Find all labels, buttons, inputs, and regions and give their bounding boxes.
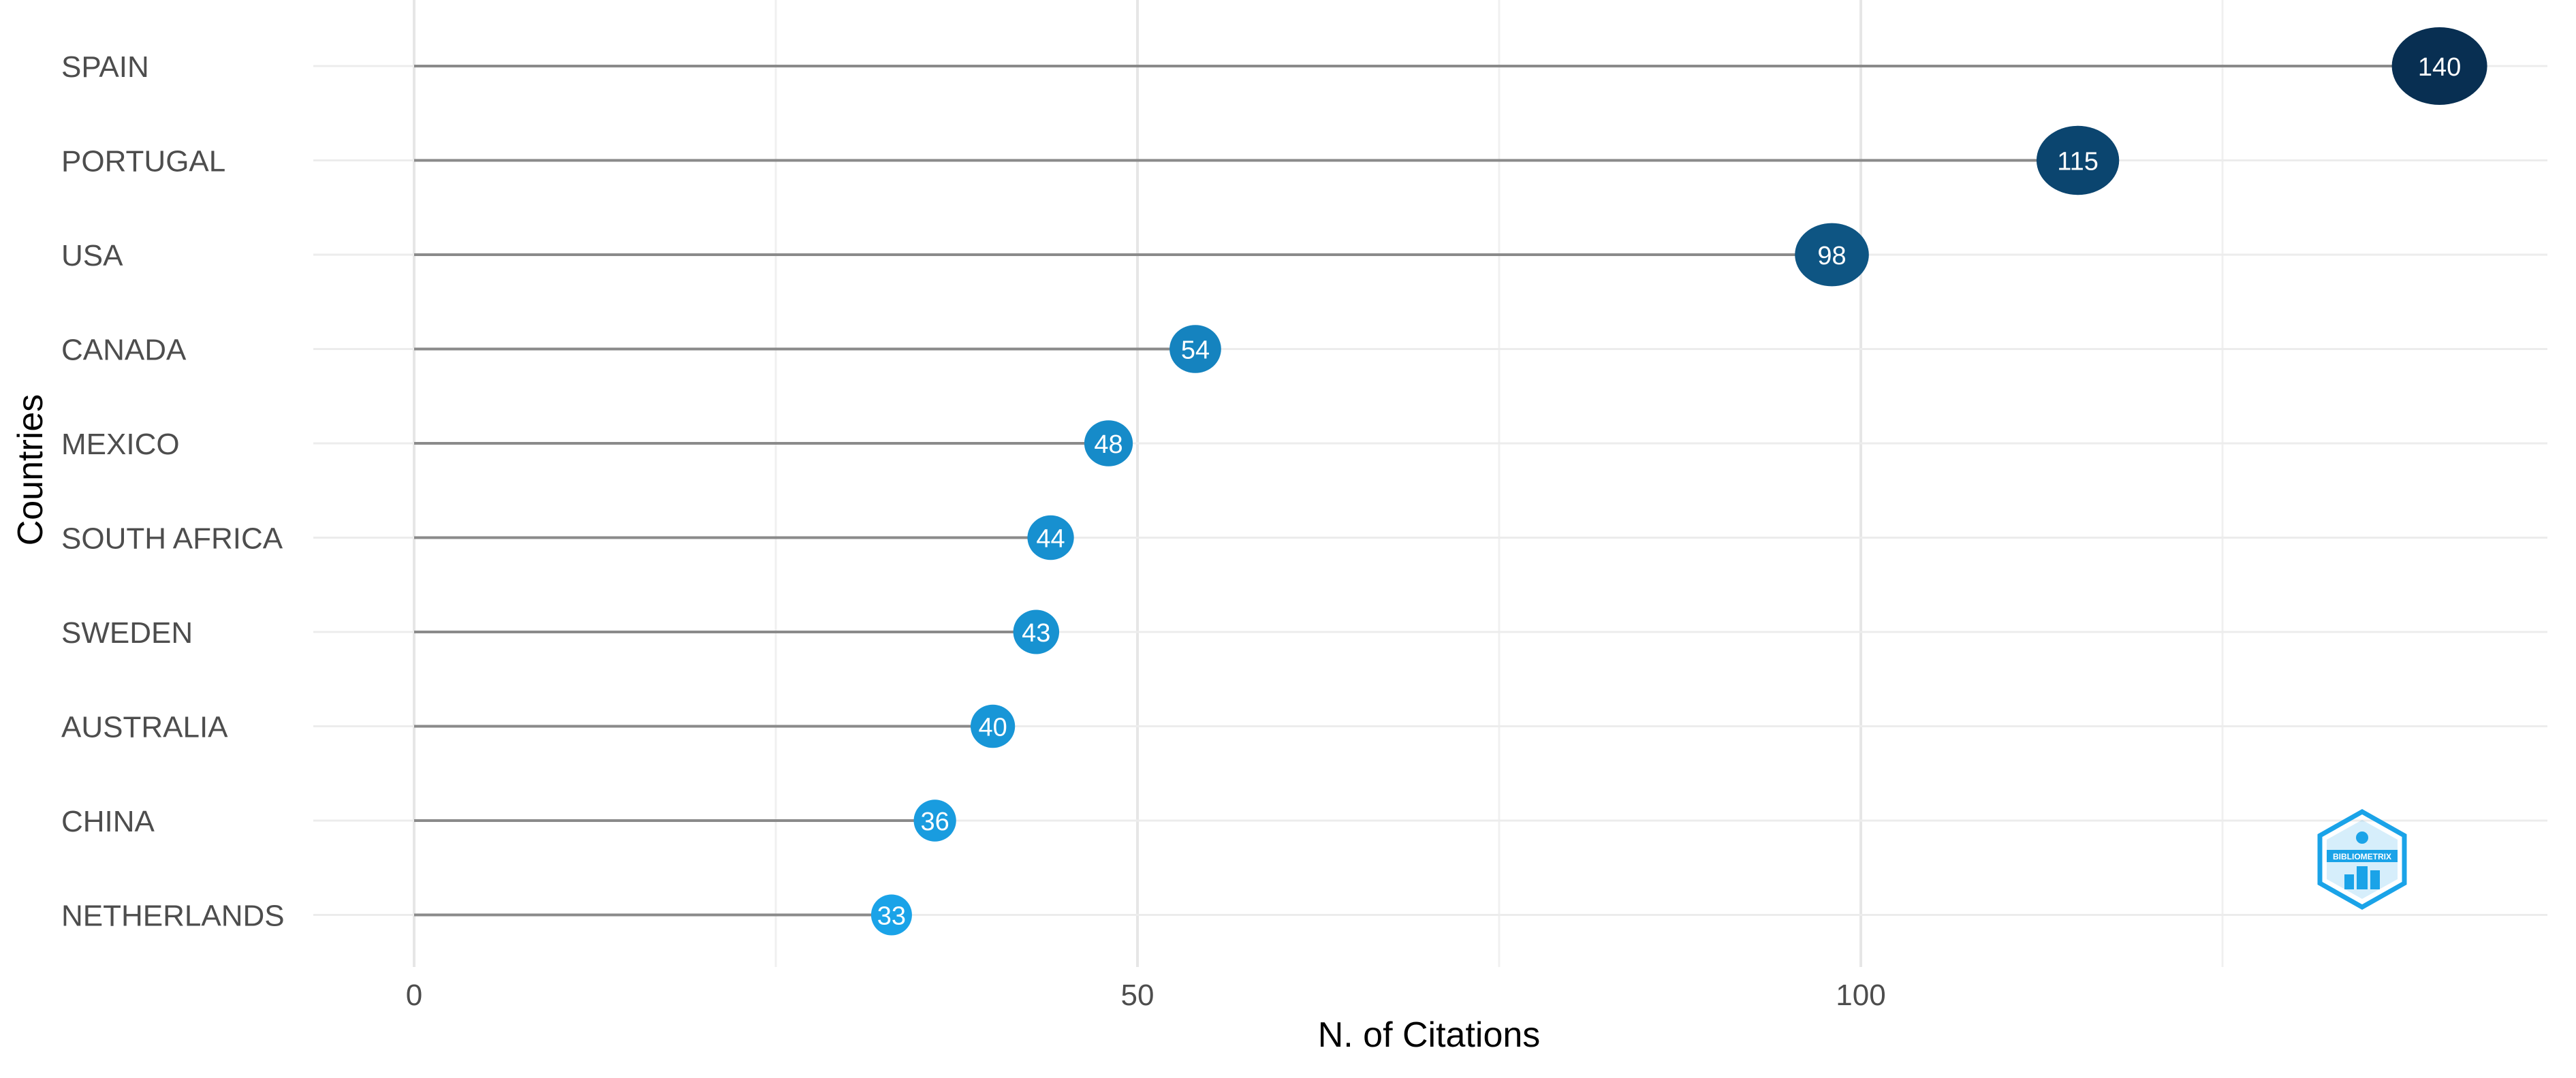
category-labels: SPAIN PORTUGAL USA CANADA MEXICO SOUTH AFRICA… xyxy=(61,50,285,933)
data-label: 140 xyxy=(2418,53,2461,82)
points: 140 115 98 54 48 44 43 40 36 33 xyxy=(870,27,2487,936)
data-point xyxy=(1013,609,1060,654)
data-point xyxy=(1169,325,1221,373)
country-label: CANADA xyxy=(61,334,187,367)
data-point xyxy=(1027,515,1074,560)
data-label: 40 xyxy=(978,714,1007,742)
x-axis-title: N. of Citations xyxy=(1318,1015,1541,1055)
data-point xyxy=(1795,223,1869,287)
country-label: CHINA xyxy=(61,805,155,838)
country-label: NETHERLANDS xyxy=(61,900,285,933)
x-tick-label: 100 xyxy=(1836,979,1885,1012)
country-label: AUSTRALIA xyxy=(61,711,228,744)
data-label: 36 xyxy=(920,808,949,836)
data-label: 115 xyxy=(2057,148,2099,176)
country-label: SOUTH AFRICA xyxy=(61,522,283,556)
bibliometrix-logo-icon: BIBLIOMETRIX xyxy=(2317,808,2407,910)
country-label: PORTUGAL xyxy=(61,145,225,178)
country-label: SPAIN xyxy=(61,50,149,84)
data-label: 98 xyxy=(1817,242,1846,270)
country-label: SWEDEN xyxy=(61,616,193,650)
data-point xyxy=(970,704,1016,748)
data-label: 43 xyxy=(1022,619,1050,648)
x-tick-labels: 0 50 100 xyxy=(406,979,1886,1012)
country-label: MEXICO xyxy=(61,428,180,461)
country-label: USA xyxy=(61,239,123,272)
data-point xyxy=(2036,125,2120,195)
data-point xyxy=(913,799,956,842)
logo-text: BIBLIOMETRIX xyxy=(2333,852,2391,861)
y-axis-title: Countries xyxy=(11,394,50,546)
data-point xyxy=(1084,420,1133,466)
data-label: 44 xyxy=(1036,525,1065,554)
data-label: 33 xyxy=(877,902,906,931)
data-label: 48 xyxy=(1094,430,1122,459)
x-tick-label: 50 xyxy=(1121,979,1155,1012)
data-label: 54 xyxy=(1181,336,1210,365)
data-point xyxy=(2391,27,2487,105)
stems xyxy=(414,65,2440,917)
x-tick-label: 0 xyxy=(406,979,422,1012)
data-point xyxy=(870,894,912,936)
